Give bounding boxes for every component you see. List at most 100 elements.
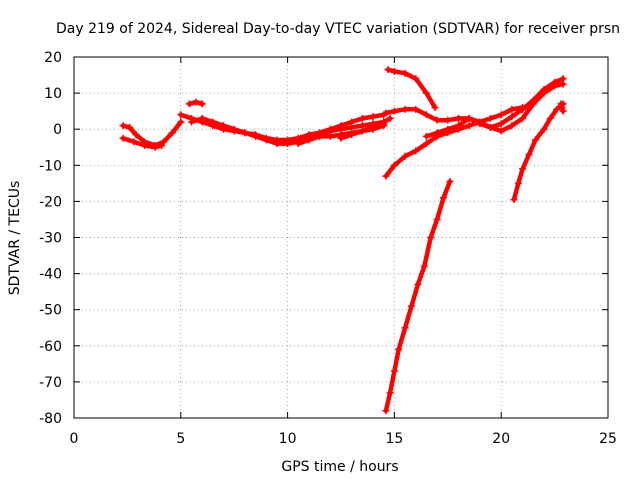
data-point — [132, 131, 140, 139]
y-tick-label: -50 — [39, 303, 62, 319]
data-point — [348, 118, 356, 126]
x-tick-label: 5 — [176, 431, 185, 447]
data-point — [151, 143, 159, 151]
series-arc-1 — [120, 119, 184, 148]
data-point — [412, 75, 420, 83]
data-point — [414, 280, 422, 288]
data-point — [369, 113, 377, 121]
data-point — [401, 152, 409, 160]
data-point — [358, 114, 366, 122]
x-tick-label: 15 — [385, 431, 403, 447]
data-point — [198, 114, 206, 122]
x-tick-label: 0 — [70, 431, 79, 447]
data-point — [497, 120, 505, 128]
data-point — [454, 114, 462, 122]
data-point — [497, 111, 505, 119]
data-point — [140, 141, 148, 149]
data-point — [519, 114, 527, 122]
y-axis: -80 -70 -60 -50 -40 -30 -20 -10 0 10 20 — [39, 50, 608, 427]
data-point — [316, 132, 324, 140]
data-point — [382, 407, 390, 415]
data-point — [185, 100, 193, 108]
y-tick-label: -30 — [39, 231, 62, 247]
data-point — [252, 131, 260, 139]
y-tick-label: -60 — [39, 339, 62, 355]
data-point — [395, 345, 403, 353]
data-point — [160, 138, 168, 146]
data-point — [126, 123, 134, 131]
y-tick-label: -40 — [39, 267, 62, 283]
data-point — [177, 118, 185, 126]
data-point — [168, 129, 176, 137]
series-arc-11 — [385, 67, 438, 110]
data-point — [420, 262, 428, 270]
data-point — [431, 104, 439, 112]
data-point — [158, 141, 166, 149]
y-tick-label: 0 — [53, 122, 62, 138]
data-point — [209, 118, 217, 126]
data-point — [433, 129, 441, 137]
data-point — [508, 113, 516, 121]
data-point — [348, 131, 356, 139]
y-tick-label: -20 — [39, 194, 62, 210]
data-point — [326, 132, 334, 140]
data-point — [440, 194, 448, 202]
data-point — [514, 179, 522, 187]
data-point — [337, 134, 345, 142]
data-point — [382, 109, 390, 117]
data-point — [130, 138, 138, 146]
data-point — [177, 111, 185, 119]
data-point — [284, 136, 292, 144]
data-point — [241, 129, 249, 137]
data-point — [446, 178, 454, 186]
data-point — [487, 114, 495, 122]
data-point — [369, 123, 377, 131]
data-point — [433, 215, 441, 223]
x-axis-label: GPS time / hours — [281, 459, 398, 475]
data-point — [386, 114, 394, 122]
data-point — [273, 136, 281, 144]
data-point — [551, 82, 559, 90]
data-point — [433, 116, 441, 124]
data-point — [465, 114, 473, 122]
data-point — [531, 136, 539, 144]
data-point — [422, 89, 430, 97]
data-point — [390, 67, 398, 75]
data-point — [358, 127, 366, 135]
chart-title: Day 219 of 2024, Sidereal Day-to-day VTE… — [56, 21, 620, 37]
data-point — [546, 114, 554, 122]
y-tick-label: -10 — [39, 158, 62, 174]
data-point — [382, 172, 390, 180]
data-point — [337, 122, 345, 130]
data-point — [401, 324, 409, 332]
y-tick-label: 10 — [44, 86, 62, 102]
data-point — [510, 196, 518, 204]
data-point — [119, 134, 127, 142]
data-point — [401, 105, 409, 113]
data-point — [326, 125, 334, 133]
data-point — [444, 125, 452, 133]
x-axis: 0 5 10 15 20 25 — [70, 57, 617, 447]
data-point — [386, 389, 394, 397]
grid — [74, 57, 608, 418]
data-point — [525, 150, 533, 158]
data-point — [198, 100, 206, 108]
series-layer — [119, 66, 567, 415]
data-point — [422, 140, 430, 148]
x-tick-label: 10 — [279, 431, 297, 447]
data-point — [497, 127, 505, 135]
data-point — [508, 122, 516, 130]
data-point — [220, 122, 228, 130]
data-point — [558, 104, 566, 112]
y-axis-label: SDTVAR / TECUs — [7, 181, 23, 296]
data-point — [557, 100, 565, 108]
data-point — [444, 116, 452, 124]
data-point — [553, 105, 561, 113]
data-point — [422, 111, 430, 119]
data-point — [465, 122, 473, 130]
data-point — [407, 302, 415, 310]
data-point — [305, 136, 313, 144]
data-point — [401, 69, 409, 77]
data-point — [380, 120, 388, 128]
